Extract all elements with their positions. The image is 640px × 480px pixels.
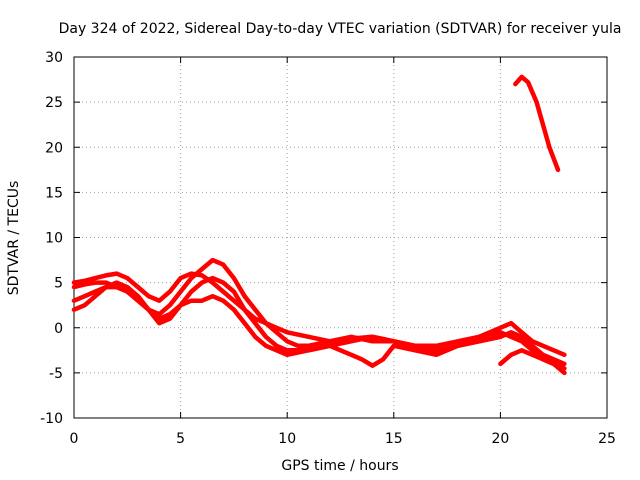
x-tick-label: 25 xyxy=(598,431,616,447)
y-tick-label: -10 xyxy=(40,411,63,427)
y-tick-label: 0 xyxy=(54,321,63,337)
y-tick-label: 15 xyxy=(45,185,63,201)
y-tick-label: 10 xyxy=(45,231,63,247)
series-trace-4 xyxy=(71,275,503,353)
tick-labels: 0 5 10 15 20 25 -10 -5 0 5 10 15 20 25 30 xyxy=(40,50,616,447)
series-trace-5 xyxy=(498,348,567,371)
chart-title: Day 324 of 2022, Sidereal Day-to-day VTE… xyxy=(59,21,622,37)
series-group xyxy=(71,74,567,376)
y-tick-label: -5 xyxy=(49,366,63,382)
x-tick-label: 15 xyxy=(385,431,403,447)
x-axis-label: GPS time / hours xyxy=(281,458,398,474)
x-tick-label: 5 xyxy=(176,431,185,447)
x-tick-label: 0 xyxy=(70,431,79,447)
y-tick-label: 25 xyxy=(45,95,63,111)
y-axis-label: SDTVAR / TECUs xyxy=(6,181,22,296)
plot-frame xyxy=(73,56,608,419)
x-tick-label: 10 xyxy=(278,431,296,447)
y-tick-label: 30 xyxy=(45,50,63,66)
y-tick-label: 20 xyxy=(45,140,63,156)
series-trace-6 xyxy=(513,74,561,173)
grid xyxy=(73,56,608,419)
x-tick-label: 20 xyxy=(491,431,509,447)
y-tick-label: 5 xyxy=(54,276,63,292)
